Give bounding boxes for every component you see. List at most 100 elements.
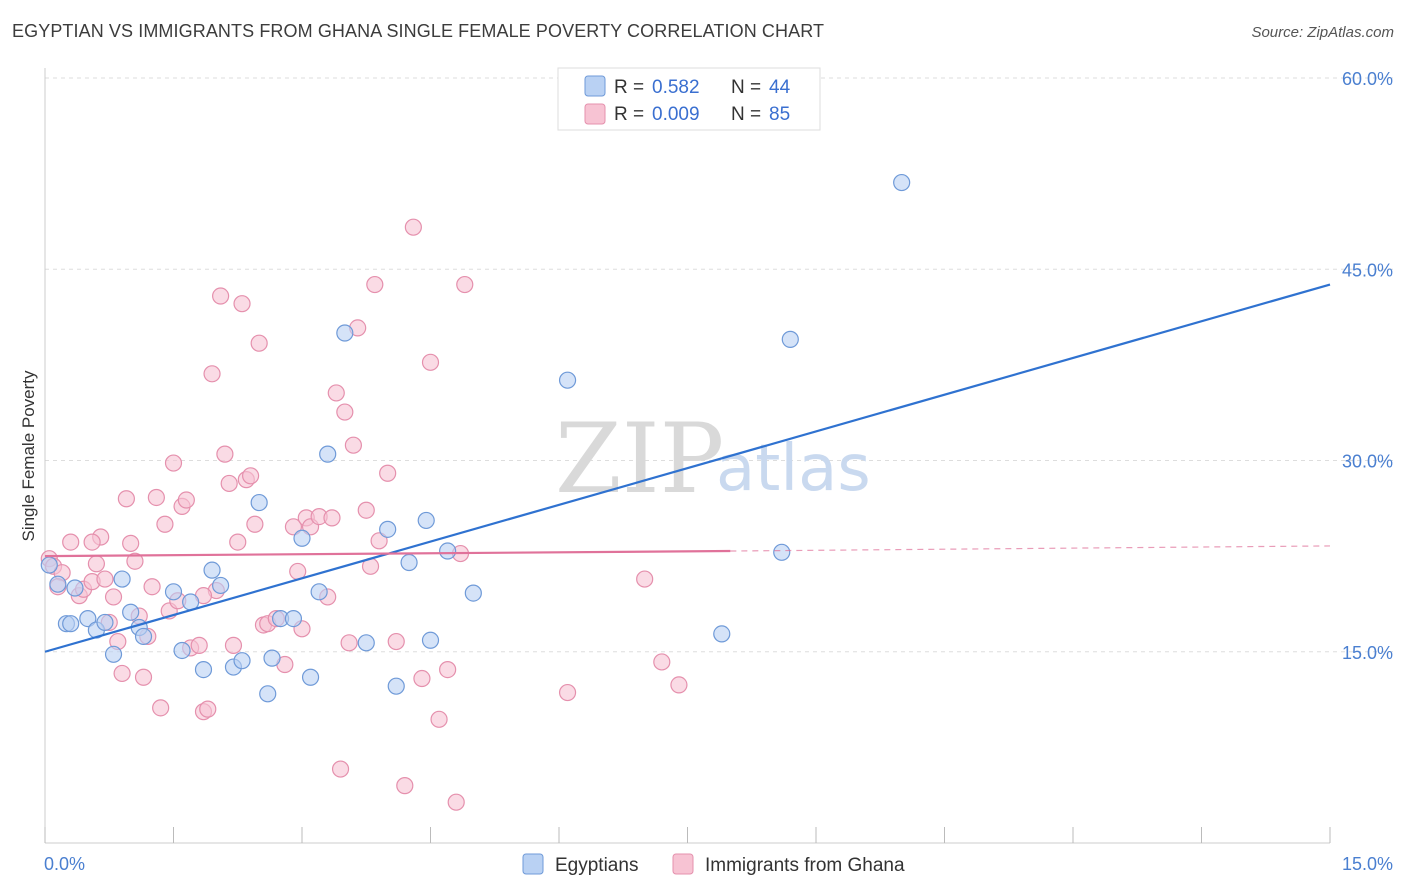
egyptians-point-13 [173,641,191,660]
egyptians-point-27 [310,583,328,601]
legend-n-label-0: N = [731,77,761,98]
ghana-point-11 [104,588,123,606]
legend-bottom-label-ghana: Immigrants from Ghana [705,855,905,876]
egyptians-point-9 [122,603,140,621]
legend-bottom-swatch-ghana [672,853,694,875]
ghana-point-66 [379,464,397,482]
watermark-atlas: atlas [716,432,871,506]
chart-source: Source: ZipAtlas.com [1251,24,1394,41]
trend-line-ghana-extension [730,545,1331,552]
legend-swatch-ghana [584,103,606,125]
legend-r-value-1: 0.009 [652,104,700,125]
egyptians-point-40 [773,543,791,561]
ghana-point-16 [126,552,144,570]
series-ghana-points [40,218,688,811]
ghana-point-59 [340,634,358,652]
egyptians-point-35 [421,631,440,649]
series-egyptians-points [40,173,911,703]
ghana-point-74 [447,793,465,811]
ghana-point-62 [357,501,375,519]
egyptians-point-39 [713,625,731,643]
y-tick-label-2: 45.0% [1342,260,1393,280]
legend-bottom: Egyptians Immigrants from Ghana [522,853,905,876]
trend-line-egyptians [44,283,1331,653]
ghana-point-18 [134,668,153,686]
ghana-point-57 [331,760,350,778]
ghana-point-64 [366,275,384,294]
egyptians-point-34 [417,511,435,530]
ghana-point-20 [143,578,161,596]
egyptians-point-31 [379,520,397,538]
egyptians-point-36 [439,542,457,560]
trend-lines [44,283,1331,653]
ghana-point-72 [430,710,448,728]
egyptians-point-6 [96,613,114,632]
ghana-point-43 [246,515,264,533]
ghana-point-69 [404,218,422,236]
egyptians-point-22 [263,649,281,667]
ghana-point-49 [284,518,303,536]
egyptians-point-15 [194,660,213,679]
egyptians-point-38 [558,371,577,389]
watermark: ZIP atlas [555,403,871,515]
x-tick-label-0: 0.0% [44,854,85,874]
legend-r-value-0: 0.582 [652,77,700,98]
ghana-point-80 [670,676,688,694]
ghana-point-70 [413,669,431,688]
egyptians-point-24 [284,609,303,628]
ghana-point-68 [396,777,414,795]
ghana-point-84 [323,509,341,527]
ghana-point-44 [250,334,268,352]
ghana-point-30 [190,636,208,654]
egyptians-point-3 [66,579,84,597]
ghana-point-56 [327,384,345,402]
egyptians-point-0 [40,556,58,574]
egyptians-point-12 [164,583,183,601]
egyptians-point-25 [293,529,311,547]
egyptians-point-41 [781,330,799,348]
egyptians-point-4 [79,609,97,628]
ghana-point-9 [96,570,114,588]
axes [44,68,1331,844]
ghana-point-7 [87,555,106,573]
ghana-point-39 [229,533,247,551]
legend-swatch-egyptians [584,75,606,97]
egyptians-point-11 [134,627,153,646]
egyptians-point-19 [233,652,251,670]
ghana-point-67 [387,632,405,651]
ghana-point-42 [242,467,260,485]
gridlines [45,77,1393,653]
ghana-point-23 [156,515,174,533]
legend-bottom-swatch-egyptians [522,853,544,875]
ghana-point-79 [653,653,671,671]
egyptians-point-28 [319,445,337,463]
egyptians-point-20 [250,493,268,512]
ghana-point-13 [113,664,131,683]
egyptians-point-32 [387,677,405,695]
egyptians-point-29 [336,324,354,342]
ghana-point-73 [439,660,457,679]
legend-n-value-0: 44 [769,77,791,98]
y-axis-title: Single Female Poverty [19,370,38,542]
ghana-point-60 [344,436,362,454]
y-tick-labels: 15.0% 30.0% 45.0% 60.0% [1342,69,1393,663]
ghana-point-78 [636,570,654,588]
trend-line-ghana [44,549,731,558]
egyptians-point-8 [113,570,131,588]
egyptians-point-21 [259,685,277,703]
y-tick-label-0: 15.0% [1342,643,1393,663]
ghana-point-3 [62,533,80,551]
legend-bottom-label-egyptians: Egyptians [555,855,638,876]
egyptians-point-17 [212,576,230,595]
egyptians-point-43 [62,615,80,633]
egyptians-point-30 [357,634,375,652]
ghana-point-37 [220,474,238,493]
ghana-point-32 [199,700,217,718]
egyptians-point-37 [464,584,482,602]
ghana-point-65 [370,532,388,550]
egyptians-point-16 [203,561,221,579]
legend-r-label-1: R = [614,104,644,125]
legend-top: R = 0.582 N = 44 R = 0.009 N = 85 [557,67,821,131]
y-tick-label-1: 30.0% [1342,452,1393,472]
